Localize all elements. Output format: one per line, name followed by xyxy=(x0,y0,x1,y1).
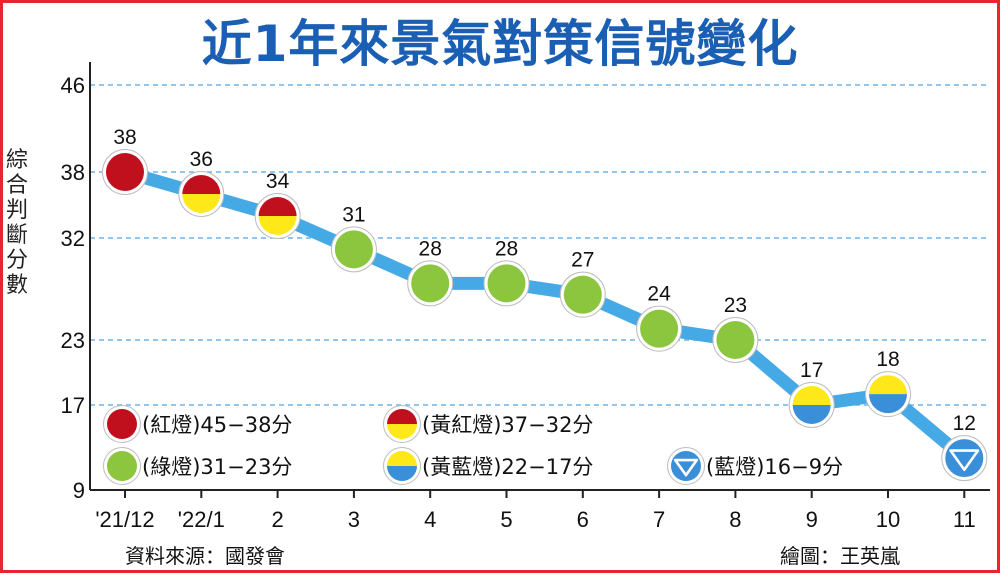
legend-label: (黃紅燈)37−32分 xyxy=(422,413,593,437)
data-label: 12 xyxy=(953,412,976,435)
data-label: 23 xyxy=(724,294,747,317)
data-label: 31 xyxy=(342,203,365,226)
legend-label: (黃藍燈)22−17分 xyxy=(422,455,593,479)
legend-label: (綠燈)31−23分 xyxy=(142,455,292,479)
legend-label: (紅燈)45−38分 xyxy=(142,413,292,437)
legend-swatch xyxy=(103,447,141,485)
x-tick-label: 3 xyxy=(348,507,360,532)
data-label: 17 xyxy=(800,359,823,382)
y-tick-label: 17 xyxy=(61,393,85,418)
data-label: 38 xyxy=(113,126,136,149)
legend-label: (藍燈)16−9分 xyxy=(706,455,843,479)
y-tick-label: 46 xyxy=(61,73,85,98)
y-tick-label: 9 xyxy=(73,478,85,503)
x-tick-label: 8 xyxy=(729,507,741,532)
data-point xyxy=(559,271,606,318)
data-point xyxy=(407,260,454,307)
legend-swatch xyxy=(383,405,421,443)
data-point xyxy=(941,435,988,482)
data-point xyxy=(712,317,759,363)
data-label: 24 xyxy=(647,283,671,306)
y-tick-label: 38 xyxy=(61,160,85,185)
credit-note: 繪圖：王英嵐 xyxy=(780,544,900,568)
legend-swatch xyxy=(103,405,141,443)
data-point xyxy=(483,260,530,307)
data-label: 28 xyxy=(495,237,518,260)
x-tick-label: '21/12 xyxy=(95,507,154,532)
legend-swatch xyxy=(383,447,421,485)
data-point xyxy=(178,171,225,217)
x-tick-label: 4 xyxy=(424,507,436,532)
data-label: 36 xyxy=(190,148,213,171)
data-point xyxy=(865,371,911,418)
x-tick-label: 10 xyxy=(876,507,900,532)
x-tick-label: '22/1 xyxy=(178,507,225,532)
y-tick-label: 32 xyxy=(61,226,85,251)
legend-swatch xyxy=(667,447,705,485)
data-point xyxy=(330,226,377,273)
data-point xyxy=(636,305,683,352)
data-point xyxy=(788,382,835,428)
x-tick-label: 2 xyxy=(271,507,283,532)
data-label: 18 xyxy=(876,348,899,371)
data-point xyxy=(254,193,301,239)
x-tick-label: 11 xyxy=(953,507,976,532)
x-tick-label: 6 xyxy=(577,507,589,532)
y-axis-label: 綜合判斷分數 xyxy=(5,148,28,298)
y-tick-label: 23 xyxy=(61,328,85,353)
chart-title: 近1年來景氣對策信號變化 xyxy=(201,15,799,73)
x-tick-label: 9 xyxy=(806,507,818,532)
source-note: 資料來源：國發會 xyxy=(125,544,285,568)
data-point xyxy=(102,149,148,195)
data-label: 28 xyxy=(419,237,442,260)
x-tick-label: 7 xyxy=(653,507,665,532)
x-tick-label: 5 xyxy=(500,507,512,532)
data-label: 34 xyxy=(266,170,290,193)
data-label: 27 xyxy=(571,249,594,272)
